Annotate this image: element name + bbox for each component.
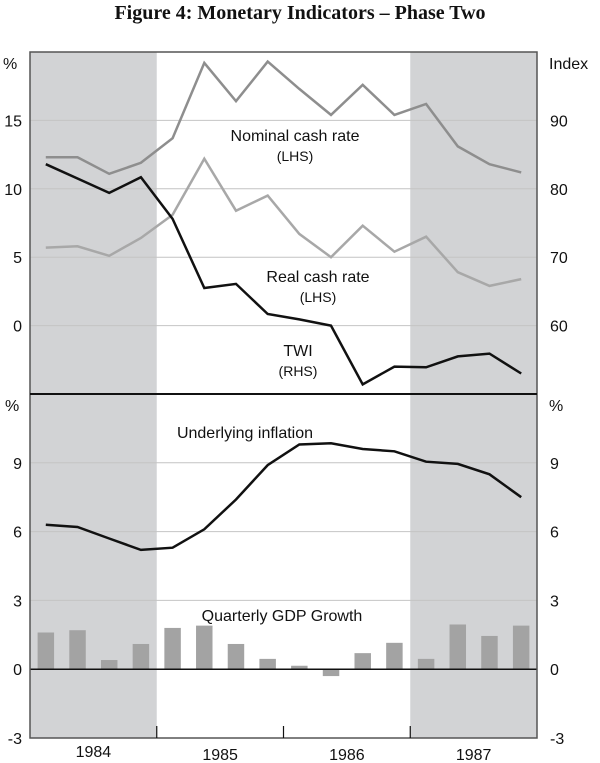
gdp-bar bbox=[481, 635, 498, 670]
line-underlying-inflation bbox=[45, 442, 522, 552]
label-quarterly-gdp-growth: Quarterly GDP Growth bbox=[202, 608, 363, 625]
right-axis-unit: % bbox=[549, 398, 563, 415]
gdp-bar bbox=[449, 624, 467, 670]
gdp-bar bbox=[386, 642, 403, 670]
left-tick-label: -3 bbox=[8, 731, 22, 748]
left-tick-label: 10 bbox=[4, 182, 22, 199]
left-axis-unit: % bbox=[5, 398, 19, 415]
gdp-bar bbox=[354, 653, 371, 670]
gdp-bar bbox=[37, 632, 55, 670]
gdp-bar bbox=[512, 625, 530, 670]
right-tick-label: 80 bbox=[550, 182, 568, 199]
line-twi bbox=[45, 163, 522, 387]
gdp-bar bbox=[259, 658, 276, 670]
gdp-bar bbox=[322, 669, 340, 677]
gdp-bar bbox=[417, 658, 435, 670]
gdp-bar bbox=[291, 665, 308, 670]
left-tick-label: 6 bbox=[13, 525, 22, 542]
left-tick-label: 9 bbox=[13, 456, 22, 473]
left-tick-label: 15 bbox=[4, 113, 22, 130]
left-tick-label: 0 bbox=[13, 662, 22, 679]
gdp-bar bbox=[164, 627, 181, 670]
gdp-bar bbox=[132, 643, 150, 670]
label-underlying-inflation: Underlying inflation bbox=[177, 425, 313, 442]
tick-labels: 0 5 10 15 60 70 80 90% Index -3 0 3 6 9 -3 0 3 6 9% % 1984 19… bbox=[3, 56, 588, 763]
right-tick-label: 3 bbox=[550, 593, 559, 610]
left-axis-unit: % bbox=[3, 56, 17, 73]
plot-frame bbox=[29, 51, 538, 739]
series-lines bbox=[45, 59, 522, 552]
label-twi: TWI bbox=[283, 343, 312, 360]
x-tick-label-1984: 1984 bbox=[76, 744, 112, 761]
x-tick-label-1985: 1985 bbox=[202, 747, 238, 763]
sublabel-real-cash-rate: (LHS) bbox=[300, 289, 337, 305]
gdp-bar bbox=[227, 643, 245, 670]
left-tick-label: 0 bbox=[13, 319, 22, 336]
right-tick-label: 90 bbox=[550, 113, 568, 130]
sublabel-nominal-cash-rate: (LHS) bbox=[277, 148, 314, 164]
gdp-bar bbox=[100, 660, 118, 670]
gdp-bar bbox=[196, 625, 213, 670]
gdp-bars bbox=[30, 624, 537, 677]
x-tick-label-1986: 1986 bbox=[329, 747, 365, 763]
label-real-cash-rate: Real cash rate bbox=[266, 269, 369, 286]
label-nominal-cash-rate: Nominal cash rate bbox=[231, 128, 360, 145]
line-nominal-cash-rate bbox=[45, 59, 522, 176]
gridlines bbox=[30, 119, 537, 601]
gdp-bar bbox=[69, 630, 86, 670]
chart-title: Figure 4: Monetary Indicators – Phase Tw… bbox=[114, 2, 486, 24]
right-tick-label: 6 bbox=[550, 525, 559, 542]
right-tick-label: -3 bbox=[550, 731, 564, 748]
x-tick-label-1987: 1987 bbox=[456, 747, 492, 763]
sublabel-twi: (RHS) bbox=[279, 363, 318, 379]
right-axis-unit: Index bbox=[549, 56, 588, 73]
right-tick-label: 70 bbox=[550, 250, 568, 267]
right-tick-label: 0 bbox=[550, 662, 559, 679]
right-tick-label: 9 bbox=[550, 456, 559, 473]
series-labels: Nominal cash rate (LHS) Real cash rate (LHS… bbox=[177, 128, 370, 625]
line-real-cash-rate bbox=[45, 156, 522, 288]
left-tick-label: 3 bbox=[13, 593, 22, 610]
left-tick-label: 5 bbox=[13, 250, 22, 267]
right-tick-label: 60 bbox=[550, 319, 568, 336]
